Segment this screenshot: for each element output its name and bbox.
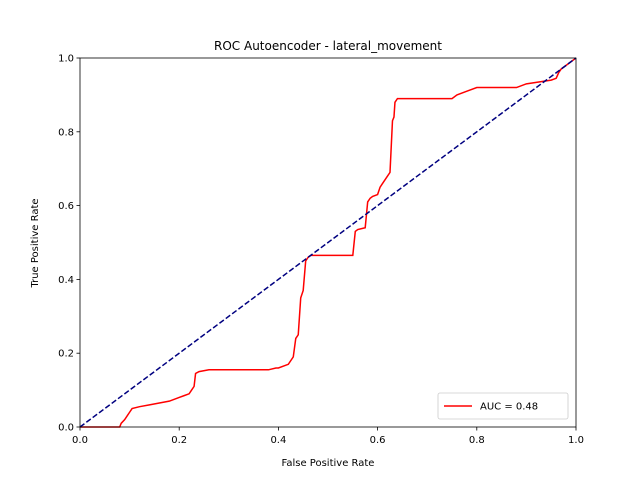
y-axis-label: True Positive Rate [30,198,41,288]
legend: AUC = 0.48 [437,392,569,420]
x-tick-label: 0.4 [270,435,286,446]
legend-box [437,392,569,420]
chart-title: ROC Autoencoder - lateral_movement [214,39,442,53]
y-tick-label: 1.0 [58,54,74,65]
plot-area: 0.0 0.2 0.4 0.6 0.8 1.0 0.0 0.2 0.4 0.6 0.8 1.0 [58,54,584,447]
y-tick-label: 0.6 [58,201,74,212]
y-tick-label: 0.0 [58,423,74,434]
y-tick-label: 0.2 [58,349,74,360]
x-tick-label: 0.2 [171,435,187,446]
x-axis-label: False Positive Rate [282,458,375,469]
y-tick-label: 0.4 [58,275,74,286]
x-tick-label: 0.8 [469,435,485,446]
x-tick-label: 0.0 [72,435,88,446]
y-tick-label: 0.8 [58,127,74,138]
x-tick-label: 0.6 [370,435,386,446]
chance-diagonal-line [79,57,577,428]
axes-frame [79,57,577,428]
x-tick-label: 1.0 [568,435,584,446]
legend-label: AUC = 0.48 [480,402,538,413]
